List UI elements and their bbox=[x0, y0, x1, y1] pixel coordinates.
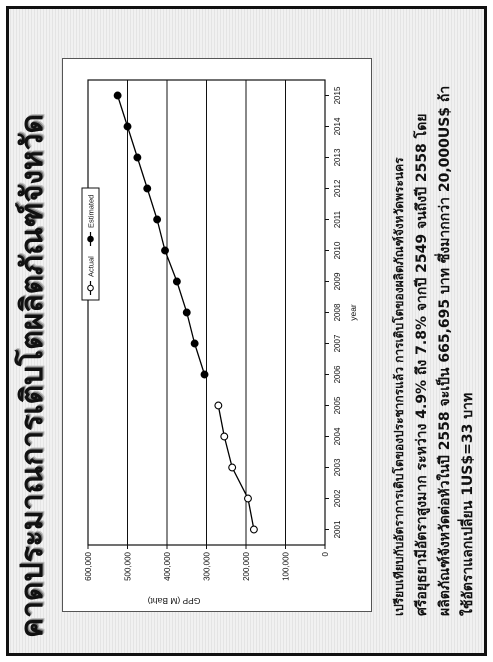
x-tick-label: 2001 bbox=[333, 520, 342, 538]
estimated-point-2014 bbox=[123, 122, 132, 131]
y-tick-label: 300,000 bbox=[203, 551, 212, 580]
y-tick-label: 600,000 bbox=[84, 551, 93, 580]
y-tick-label: 200,000 bbox=[242, 551, 251, 580]
legend-marker-actual bbox=[87, 284, 94, 292]
x-tick-label: 2010 bbox=[333, 241, 342, 259]
x-tick-label: 2009 bbox=[333, 272, 342, 290]
slide-title: คาดประมาณการเติบโตผลิตภัณฑ์จังหวัด bbox=[15, 114, 50, 638]
summary-line-3: ผลิตภัณฑ์จังหวัดต่อหัวในปี 2558 จะเป็น 6… bbox=[437, 85, 453, 616]
x-tick-label: 2004 bbox=[333, 427, 342, 445]
legend-marker-estimated bbox=[87, 235, 94, 243]
x-tick-label: 2012 bbox=[333, 179, 342, 197]
x-tick-label: 2008 bbox=[333, 303, 342, 321]
x-tick-label: 2006 bbox=[333, 365, 342, 383]
actual-point-2005 bbox=[214, 401, 223, 410]
x-tick-label: 2002 bbox=[333, 489, 342, 507]
estimated-point-2012 bbox=[143, 184, 152, 193]
actual-point-2002 bbox=[244, 494, 252, 503]
y-tick-label: 100,000 bbox=[282, 551, 291, 580]
y-tick-label: 0 bbox=[321, 551, 330, 556]
actual-point-2001 bbox=[249, 525, 258, 534]
x-tick-label: 2015 bbox=[333, 86, 342, 104]
estimated-point-2011 bbox=[153, 215, 162, 224]
x-tick-label: 2011 bbox=[333, 210, 342, 228]
summary-line-2: ศรีอยุธยามีอัตราสูงมาก ระหว่าง 4.9% ถึง … bbox=[414, 113, 430, 617]
legend-label-actual: Actual bbox=[86, 256, 95, 277]
x-tick-label: 2014 bbox=[333, 117, 342, 135]
x-tick-label: 2007 bbox=[333, 334, 342, 352]
estimated-series-line bbox=[116, 95, 206, 375]
x-tick-label: 2003 bbox=[333, 458, 342, 476]
summary-line-4: ใช้อัตราแลกเปลี่ยน 1US$=33 บาท bbox=[460, 392, 476, 616]
estimated-point-2009 bbox=[172, 277, 181, 286]
y-axis-title: GPP (M Baht) bbox=[147, 596, 200, 606]
estimated-point-2013 bbox=[133, 153, 142, 162]
chart-panel: 0 100,000 200,000 300,000 400,000 500,000 600,… bbox=[62, 58, 372, 612]
estimated-point-2006 bbox=[200, 370, 209, 379]
actual-point-2003 bbox=[228, 463, 237, 472]
estimated-point-2015 bbox=[113, 91, 122, 100]
gpp-line-chart: 0 100,000 200,000 300,000 400,000 500,000 600,… bbox=[81, 79, 358, 606]
y-tick-label: 500,000 bbox=[124, 551, 133, 580]
x-tick-label: 2005 bbox=[333, 396, 342, 414]
actual-point-2004 bbox=[220, 432, 229, 441]
estimated-point-2007 bbox=[190, 339, 199, 348]
y-tick-label: 400,000 bbox=[163, 551, 172, 580]
estimated-point-2008 bbox=[182, 308, 191, 317]
summary-text: เปรียบเทียบกับอัตราการเติบโตของประชากรแล… bbox=[388, 12, 484, 616]
summary-line-1: เปรียบเทียบกับอัตราการเติบโตของประชากรแล… bbox=[392, 157, 406, 616]
x-axis-title: year bbox=[348, 304, 358, 321]
x-tick-label: 2013 bbox=[333, 148, 342, 166]
legend-label-estimated: Estimated bbox=[86, 195, 95, 228]
estimated-point-2010 bbox=[161, 246, 169, 255]
